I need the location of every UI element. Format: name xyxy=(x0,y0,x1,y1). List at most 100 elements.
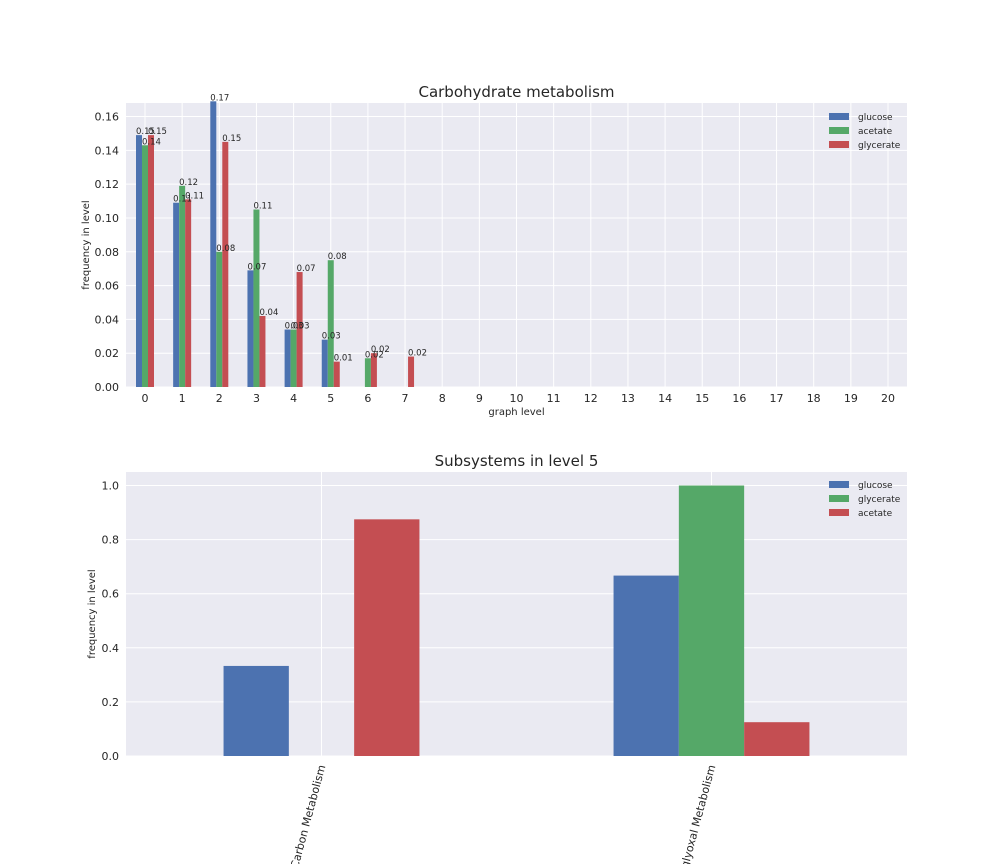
legend-swatch-glycerate xyxy=(829,495,849,502)
y-tick-label: 0.10 xyxy=(95,212,120,225)
y-tick-label: 0.0 xyxy=(102,750,120,763)
bar-glycerate-1 xyxy=(678,485,745,756)
y-axis-label: frequency in level xyxy=(81,200,92,289)
bar-value-label: 0.07 xyxy=(247,262,266,272)
chart-title: Carbohydrate metabolism xyxy=(418,83,614,101)
bar-value-label: 0.03 xyxy=(322,332,341,342)
bar-value-label: 0.02 xyxy=(371,345,390,355)
bar-glucose-2 xyxy=(210,101,217,388)
y-tick-label: 0.16 xyxy=(95,111,120,124)
bar-value-label: 0.08 xyxy=(216,244,235,254)
x-tick-label: 0 xyxy=(142,392,149,405)
x-tick-label: 14 xyxy=(658,392,672,405)
y-tick-label: 0.02 xyxy=(95,347,120,360)
bar-value-label: 0.01 xyxy=(334,354,353,364)
bar-acetate-0 xyxy=(354,519,420,756)
bar-value-label: 0.15 xyxy=(148,127,167,137)
bar-glycerate-0 xyxy=(148,135,154,387)
y-tick-label: 0.6 xyxy=(102,588,120,601)
bar-value-label: 0.11 xyxy=(173,195,192,205)
gridlines xyxy=(126,472,907,757)
x-tick-label: 5 xyxy=(327,392,334,405)
legend-label-glycerate: glycerate xyxy=(858,495,901,505)
x-tick-label: 4 xyxy=(290,392,297,405)
x-axis-ticks: Carbon Metabolism glyoxal Metabolism xyxy=(288,763,718,864)
bar-value-labels: 0.150.110.170.070.030.030.140.120.080.11… xyxy=(136,93,427,363)
bar-glycerate-5 xyxy=(333,361,340,387)
legend-label-glucose: glucose xyxy=(858,481,893,491)
bar-value-label: 0.04 xyxy=(259,308,278,318)
bars xyxy=(223,485,810,756)
legend-swatch-acetate xyxy=(829,127,849,134)
y-tick-label: 0.12 xyxy=(95,178,120,191)
x-tick-label: 8 xyxy=(439,392,446,405)
chart-carbohydrate-metabolism: 0.150.110.170.070.030.030.140.120.080.11… xyxy=(81,83,907,418)
legend: glucose acetate glycerate xyxy=(829,113,901,151)
x-tick-label: 18 xyxy=(807,392,821,405)
bar-acetate-4 xyxy=(290,329,297,387)
x-tick-label: 19 xyxy=(844,392,858,405)
bar-value-label: 0.15 xyxy=(136,127,155,137)
x-axis-label: graph level xyxy=(488,407,544,418)
bar-value-label: 0.17 xyxy=(210,93,229,103)
bar-acetate-2 xyxy=(216,251,223,387)
bar-acetate-1 xyxy=(179,185,186,387)
legend-swatch-glucose xyxy=(829,481,849,488)
bar-value-label: 0.08 xyxy=(328,252,347,262)
legend: glucose glycerate acetate xyxy=(829,481,901,519)
y-tick-label: 0.00 xyxy=(95,381,120,394)
x-tick-label: 17 xyxy=(770,392,784,405)
y-tick-label: 0.8 xyxy=(102,534,120,547)
x-tick-label: 13 xyxy=(621,392,635,405)
y-tick-label: 0.4 xyxy=(102,642,120,655)
bar-acetate-1 xyxy=(744,722,810,756)
y-axis-label: frequency in level xyxy=(87,569,98,658)
y-tick-label: 0.14 xyxy=(95,144,120,157)
bar-glucose-1 xyxy=(613,575,679,756)
legend-label-acetate: acetate xyxy=(858,509,893,519)
x-tick-label: 20 xyxy=(881,392,895,405)
x-tick-label: 9 xyxy=(476,392,483,405)
bar-glucose-4 xyxy=(284,329,291,387)
y-tick-label: 0.06 xyxy=(95,280,120,293)
x-tick-label: 10 xyxy=(510,392,524,405)
bar-value-label: 0.15 xyxy=(222,134,241,144)
bar-value-label: 0.14 xyxy=(142,137,161,147)
x-tick-label: Carbon Metabolism xyxy=(288,763,328,864)
y-axis-ticks: 0.0 0.2 0.4 0.6 0.8 1.0 xyxy=(102,480,120,763)
y-tick-label: 0.04 xyxy=(95,313,120,326)
x-tick-label: 1 xyxy=(179,392,186,405)
bar-glycerate-3 xyxy=(259,316,266,387)
bar-value-label: 0.03 xyxy=(285,322,304,332)
x-tick-label: glyoxal Metabolism xyxy=(678,763,718,864)
legend-label-glycerate: glycerate xyxy=(858,141,901,151)
bar-glycerate-1 xyxy=(185,199,192,387)
x-tick-label: 6 xyxy=(364,392,371,405)
bar-glycerate-6 xyxy=(370,353,377,387)
x-tick-label: 15 xyxy=(695,392,709,405)
y-axis-ticks: 0.00 0.02 0.04 0.06 0.08 0.10 0.12 0.14 0.16 xyxy=(95,111,120,394)
bar-value-label: 0.07 xyxy=(297,264,316,274)
legend-swatch-acetate xyxy=(829,509,849,516)
bars xyxy=(136,101,415,388)
bar-glucose-0 xyxy=(136,135,142,387)
chart-subsystems-level-5: 0.0 0.2 0.4 0.6 0.8 1.0 Carbon Metabolism glyo… xyxy=(87,452,907,864)
bar-acetate-6 xyxy=(364,358,371,387)
bar-value-label: 0.11 xyxy=(253,202,272,212)
y-tick-label: 1.0 xyxy=(102,480,120,493)
x-tick-label: 7 xyxy=(402,392,409,405)
chart-title: Subsystems in level 5 xyxy=(435,452,599,470)
legend-swatch-glycerate xyxy=(829,141,849,148)
x-tick-label: 3 xyxy=(253,392,260,405)
bar-value-label: 0.03 xyxy=(291,322,310,332)
bar-value-label: 0.11 xyxy=(185,191,204,201)
x-tick-label: 11 xyxy=(547,392,561,405)
bar-glucose-3 xyxy=(247,270,254,387)
y-tick-label: 0.08 xyxy=(95,246,120,259)
bar-glycerate-7 xyxy=(408,356,415,387)
bar-glucose-0 xyxy=(223,665,289,756)
bar-glycerate-4 xyxy=(296,272,303,387)
legend-label-glucose: glucose xyxy=(858,113,893,123)
bar-value-label: 0.02 xyxy=(365,350,384,360)
